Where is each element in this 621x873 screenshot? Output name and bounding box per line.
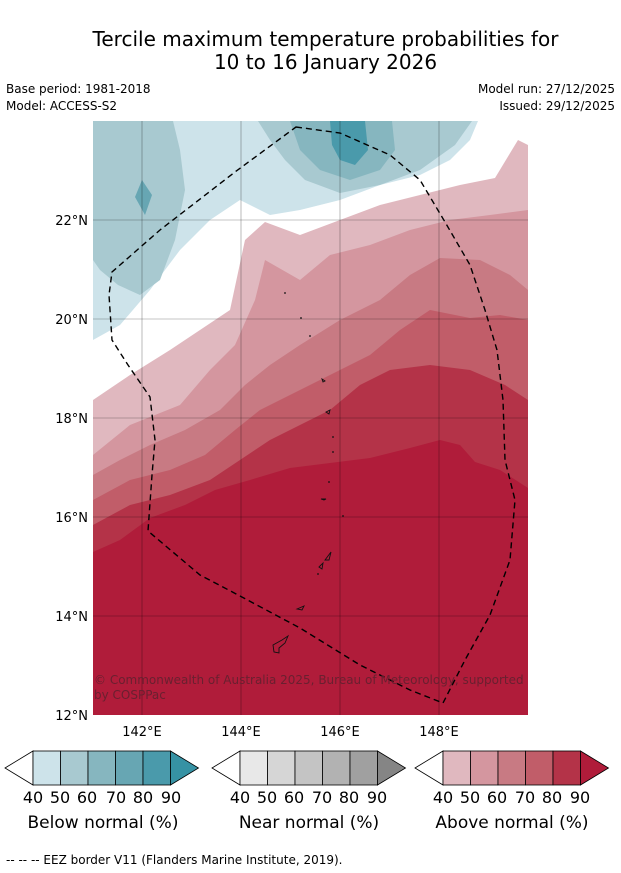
island-agrihan <box>321 377 326 383</box>
legend-swatch <box>87 750 116 786</box>
tick-label: 70 <box>105 788 127 807</box>
legend-below-title: Below normal (%) <box>27 813 179 833</box>
meta-right: Model run: 27/12/2025 Issued: 29/12/2025 <box>478 81 615 115</box>
island-saipan <box>324 551 332 561</box>
island-dot <box>284 292 286 294</box>
legend-swatch <box>239 750 268 786</box>
tick-label: 80 <box>541 788 563 807</box>
tick-label: 50 <box>459 788 481 807</box>
tick-label: 80 <box>338 788 360 807</box>
legend-extend-high <box>377 750 407 786</box>
issued-date: Issued: 29/12/2025 <box>499 99 615 113</box>
island-tinian <box>318 561 324 570</box>
map-panel: © Commonwealth of Australia 2025, Bureau… <box>93 121 528 715</box>
lon-label-144e: 144°E <box>221 725 261 740</box>
latitude-labels: 22°N 20°N 18°N 16°N 14°N 12°N <box>55 214 88 724</box>
above-normal-90-region <box>93 440 528 715</box>
lat-label-20n: 20°N <box>55 313 88 328</box>
below-normal-70-spot <box>135 180 152 215</box>
legend-near-title: Near normal (%) <box>238 813 380 833</box>
tick-label: 50 <box>256 788 278 807</box>
island-guam <box>272 634 290 654</box>
tick-label: 40 <box>432 788 454 807</box>
tick-label: 70 <box>311 788 333 807</box>
island-anatahan <box>320 498 327 501</box>
legend-extend-high <box>170 750 200 786</box>
tick-label: 60 <box>76 788 98 807</box>
copyright-line-1: © Commonwealth of Australia 2025, Bureau… <box>94 673 524 687</box>
tick-label: 90 <box>366 788 388 807</box>
tick-label: 40 <box>22 788 44 807</box>
gridlines <box>93 121 528 715</box>
title-line-2: 10 to 16 January 2026 <box>213 50 438 74</box>
lon-label-148e: 148°E <box>419 725 459 740</box>
island-dot <box>332 451 334 453</box>
tick-label: 90 <box>160 788 182 807</box>
island-dots <box>284 292 344 575</box>
tick-label: 60 <box>283 788 305 807</box>
tick-label: 50 <box>49 788 71 807</box>
legend-swatch <box>115 750 144 786</box>
legend-near-normal <box>211 750 407 786</box>
island-rota <box>295 605 305 611</box>
island-dot <box>317 573 319 575</box>
legend-extend-low <box>4 750 34 786</box>
legend-above-title: Above normal (%) <box>435 813 589 833</box>
legend-swatch <box>322 750 351 786</box>
islands <box>272 377 332 654</box>
lat-label-12n: 12°N <box>55 709 88 724</box>
longitude-labels: 142°E 144°E 146°E 148°E <box>122 725 459 740</box>
legend-swatch <box>60 750 89 786</box>
legend-swatch <box>349 750 378 786</box>
meta-left: Base period: 1981-2018 Model: ACCESS-S2 <box>6 81 151 115</box>
below-normal-80-region <box>330 121 368 165</box>
tick-label: 60 <box>486 788 508 807</box>
below-normal-50-region <box>93 121 185 295</box>
legend-above-normal <box>414 750 610 786</box>
eez-footnote: -- -- -- EEZ border V11 (Flanders Marine… <box>6 853 343 867</box>
tick-label: 40 <box>229 788 251 807</box>
legend-swatch <box>525 750 554 786</box>
legend-swatch <box>294 750 323 786</box>
model-run: Model run: 27/12/2025 <box>477 82 615 96</box>
tick-label: 90 <box>569 788 591 807</box>
legend-below-normal <box>4 750 200 786</box>
legend-extend-low <box>211 750 241 786</box>
island-pagan <box>325 409 331 415</box>
lat-label-18n: 18°N <box>55 412 88 427</box>
island-dot <box>328 481 330 483</box>
island-dot <box>342 515 344 517</box>
legend-extend-low <box>414 750 444 786</box>
tick-label: 80 <box>132 788 154 807</box>
lon-label-146e: 146°E <box>320 725 360 740</box>
legend-swatch <box>552 750 581 786</box>
base-period: Base period: 1981-2018 <box>6 82 151 96</box>
legend-swatch <box>267 750 296 786</box>
island-dot <box>300 317 302 319</box>
island-dot <box>309 335 311 337</box>
eez-border <box>108 126 516 704</box>
lat-label-22n: 22°N <box>55 214 88 229</box>
legend-extend-high <box>580 750 610 786</box>
map-title: Tercile maximum temperature probabilitie… <box>0 28 621 74</box>
legend-swatch <box>442 750 471 786</box>
legend-swatch <box>32 750 61 786</box>
tick-label: 70 <box>514 788 536 807</box>
legend-swatch <box>497 750 526 786</box>
legend-below-ticks: 40 50 60 70 80 90 40 50 60 70 80 90 40 5… <box>0 788 621 808</box>
lat-label-14n: 14°N <box>55 610 88 625</box>
legend-swatch <box>142 750 171 786</box>
model-name: Model: ACCESS-S2 <box>6 99 118 113</box>
lon-label-142e: 142°E <box>122 725 162 740</box>
legend-swatch <box>470 750 499 786</box>
copyright-line-2: by COSPPac <box>94 688 166 702</box>
lat-label-16n: 16°N <box>55 511 88 526</box>
island-dot <box>332 436 334 438</box>
title-line-1: Tercile maximum temperature probabilitie… <box>92 27 559 51</box>
